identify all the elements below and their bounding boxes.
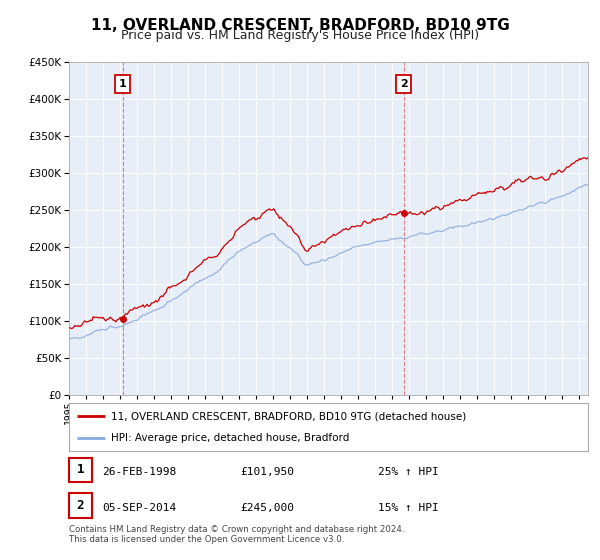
Text: Price paid vs. HM Land Registry's House Price Index (HPI): Price paid vs. HM Land Registry's House …: [121, 29, 479, 42]
Text: 1: 1: [119, 79, 127, 89]
Text: HPI: Average price, detached house, Bradford: HPI: Average price, detached house, Brad…: [110, 433, 349, 443]
Text: 11, OVERLAND CRESCENT, BRADFORD, BD10 9TG: 11, OVERLAND CRESCENT, BRADFORD, BD10 9T…: [91, 18, 509, 33]
Text: 2: 2: [400, 79, 407, 89]
Text: £245,000: £245,000: [240, 503, 294, 513]
Text: 25% ↑ HPI: 25% ↑ HPI: [378, 467, 439, 477]
Text: 11, OVERLAND CRESCENT, BRADFORD, BD10 9TG (detached house): 11, OVERLAND CRESCENT, BRADFORD, BD10 9T…: [110, 411, 466, 421]
Text: Contains HM Land Registry data © Crown copyright and database right 2024.
This d: Contains HM Land Registry data © Crown c…: [69, 525, 404, 544]
Text: £101,950: £101,950: [240, 467, 294, 477]
Text: 1: 1: [77, 463, 84, 477]
Text: 2: 2: [77, 499, 84, 512]
Text: 26-FEB-1998: 26-FEB-1998: [102, 467, 176, 477]
Text: 05-SEP-2014: 05-SEP-2014: [102, 503, 176, 513]
Text: 15% ↑ HPI: 15% ↑ HPI: [378, 503, 439, 513]
